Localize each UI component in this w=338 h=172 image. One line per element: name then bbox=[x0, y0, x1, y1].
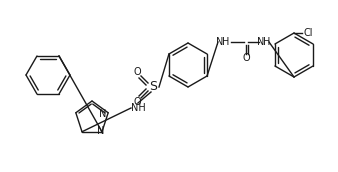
Text: O: O bbox=[133, 67, 141, 77]
Text: H: H bbox=[263, 37, 271, 47]
Text: O: O bbox=[242, 53, 250, 63]
Text: NH: NH bbox=[130, 103, 145, 113]
Text: H: H bbox=[222, 37, 230, 47]
Text: N: N bbox=[216, 37, 224, 47]
Text: S: S bbox=[149, 80, 157, 94]
Text: N: N bbox=[257, 37, 265, 47]
Text: N: N bbox=[99, 109, 107, 119]
Text: Cl: Cl bbox=[304, 28, 314, 38]
Text: N: N bbox=[97, 126, 105, 136]
Text: O: O bbox=[133, 97, 141, 107]
